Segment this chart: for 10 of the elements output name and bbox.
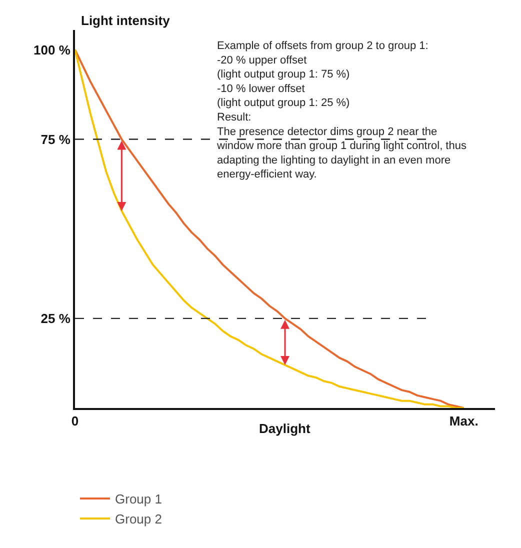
y-tick-label: 25 %: [40, 310, 71, 326]
x-axis-title: Daylight: [259, 421, 311, 436]
y-axis-title: Light intensity: [81, 13, 171, 28]
legend-label: Group 1: [115, 492, 162, 507]
x-tick-label: 0: [71, 414, 79, 429]
text: Example of offsets from group 2 to group 1: -20 % upper offset (light output group 1: 75 %) -10 % lower offset (light output group 1: 25 %) Result: The presence detector dims group 2 near the window more than group 1 during light control, thus adapting the lighting to daylight in an even more energy-efficient way.: [217, 40, 466, 181]
y-tick-label: 100 %: [34, 42, 71, 58]
x-tick-label: Max.: [449, 414, 478, 429]
y-tick-label: 75 %: [40, 132, 71, 147]
legend-label: Group 2: [115, 512, 162, 527]
